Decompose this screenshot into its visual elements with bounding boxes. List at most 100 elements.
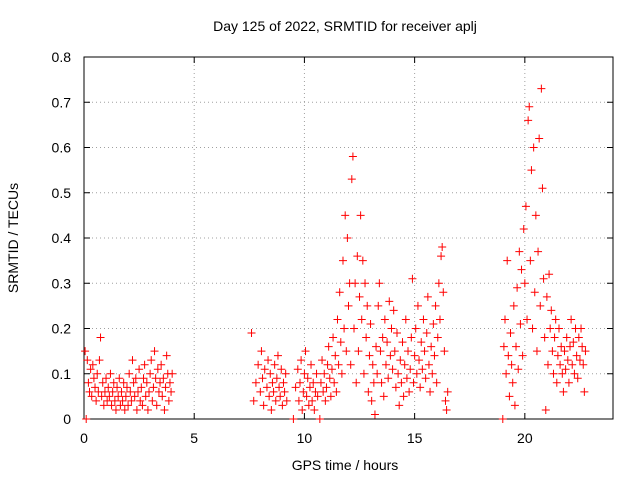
data-point <box>432 378 441 387</box>
data-point <box>91 383 100 392</box>
data-point <box>374 301 383 310</box>
data-point <box>396 356 405 365</box>
data-point <box>428 369 437 378</box>
data-point <box>385 297 394 306</box>
data-point <box>384 374 393 383</box>
data-point <box>503 256 512 265</box>
data-point <box>97 392 106 401</box>
data-point <box>277 365 286 374</box>
data-point <box>567 315 576 324</box>
data-point <box>254 360 263 369</box>
data-point <box>247 329 256 338</box>
data-point <box>270 360 279 369</box>
data-point <box>373 369 382 378</box>
data-point <box>568 360 577 369</box>
data-point <box>340 324 349 333</box>
data-point <box>100 387 109 396</box>
data-point <box>560 347 569 356</box>
data-point <box>574 333 583 342</box>
data-point <box>504 351 513 360</box>
data-point <box>412 369 421 378</box>
data-point <box>563 356 572 365</box>
data-point <box>312 369 321 378</box>
data-point <box>281 369 290 378</box>
data-point <box>82 415 91 423</box>
data-point <box>387 324 396 333</box>
data-point <box>527 166 536 175</box>
data-point <box>430 351 439 360</box>
data-point <box>134 387 143 396</box>
data-point <box>573 374 582 383</box>
data-point <box>139 374 148 383</box>
data-point <box>509 301 518 310</box>
data-point <box>334 360 343 369</box>
data-point <box>558 369 567 378</box>
data-point <box>347 175 356 184</box>
data-point <box>282 396 291 405</box>
data-point <box>104 383 113 392</box>
data-point <box>157 360 166 369</box>
data-point <box>514 365 523 374</box>
data-point <box>351 279 360 288</box>
data-point <box>350 324 359 333</box>
data-point <box>127 396 136 405</box>
data-point <box>355 292 364 301</box>
data-point <box>426 387 435 396</box>
data-point <box>257 347 266 356</box>
data-point <box>498 415 507 423</box>
data-point <box>569 338 578 347</box>
data-point <box>431 301 440 310</box>
data-point <box>359 369 368 378</box>
data-point <box>380 315 389 324</box>
data-point <box>84 378 93 387</box>
data-point <box>315 415 324 423</box>
data-point <box>259 401 268 410</box>
data-point <box>383 338 392 347</box>
data-point <box>310 405 319 414</box>
data-point <box>154 387 163 396</box>
data-point <box>301 347 310 356</box>
data-point <box>390 347 399 356</box>
chart-title: Day 125 of 2022, SRMTID for receiver apl… <box>213 18 477 34</box>
data-point <box>364 387 373 396</box>
data-point <box>510 401 519 410</box>
data-point <box>401 315 410 324</box>
data-point <box>291 383 300 392</box>
data-point <box>304 401 313 410</box>
data-point <box>418 365 427 374</box>
data-point <box>391 383 400 392</box>
data-point <box>542 292 551 301</box>
data-point <box>265 392 274 401</box>
data-point <box>164 396 173 405</box>
data-point <box>536 301 545 310</box>
data-point <box>326 392 335 401</box>
data-point <box>435 315 444 324</box>
data-point <box>323 360 332 369</box>
x-tick-label: 10 <box>297 430 313 446</box>
data-point <box>441 396 450 405</box>
data-point <box>409 378 418 387</box>
data-point <box>137 383 146 392</box>
data-point <box>140 360 149 369</box>
data-point <box>152 401 161 410</box>
data-point <box>423 292 432 301</box>
data-point <box>530 288 539 297</box>
data-point <box>549 369 558 378</box>
data-point <box>376 347 385 356</box>
data-point <box>499 342 508 351</box>
data-point <box>366 319 375 328</box>
data-point <box>392 329 401 338</box>
data-point <box>264 356 273 365</box>
data-point <box>395 401 404 410</box>
data-point <box>353 252 362 261</box>
data-point <box>96 333 105 342</box>
data-point <box>278 401 287 410</box>
data-point <box>357 315 366 324</box>
data-point <box>132 405 141 414</box>
data-point <box>408 274 417 283</box>
data-point <box>523 315 532 324</box>
data-point <box>268 378 277 387</box>
data-point <box>520 279 529 288</box>
data-point <box>335 288 344 297</box>
data-point <box>320 369 329 378</box>
